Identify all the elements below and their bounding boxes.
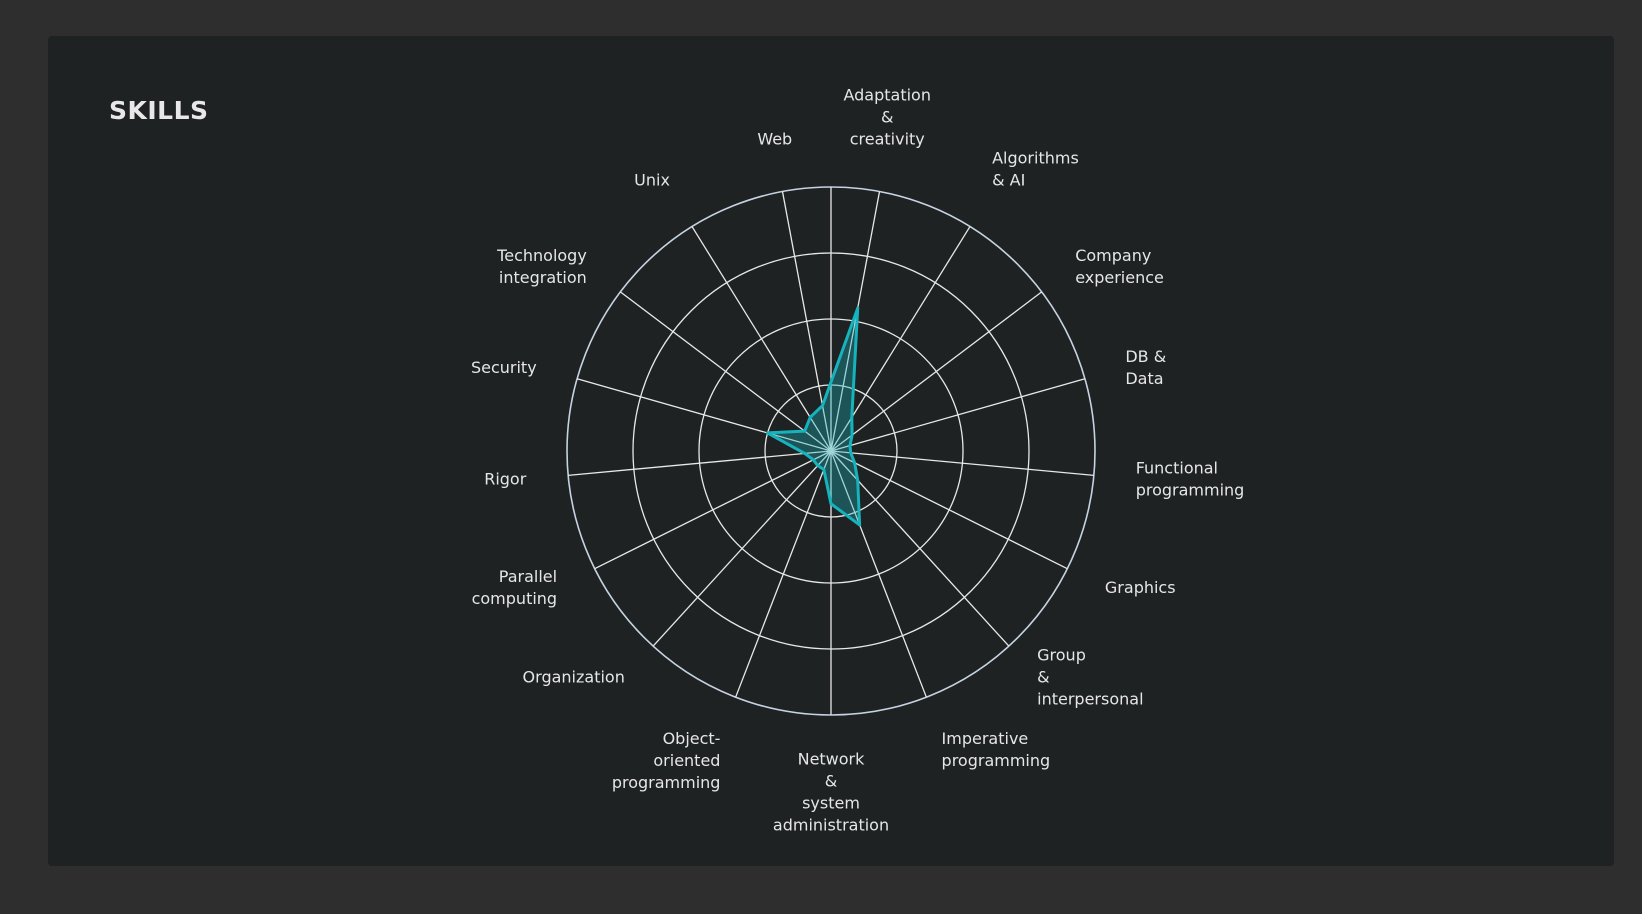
radar-axis-label-line: Network bbox=[798, 750, 866, 769]
radar-axis-label-line: experience bbox=[1075, 268, 1164, 287]
radar-series-layer bbox=[766, 306, 862, 527]
radar-axis-label: Web bbox=[757, 130, 792, 149]
radar-point bbox=[848, 444, 852, 448]
radar-point bbox=[858, 523, 862, 527]
radar-spoke bbox=[619, 291, 832, 452]
radar-axis-label-line: DB & bbox=[1125, 347, 1166, 366]
radar-spoke bbox=[830, 291, 1043, 452]
radar-axis-label-line: administration bbox=[773, 816, 889, 835]
radar-axis-label: Rigor bbox=[484, 470, 527, 489]
radar-axis-label-line: oriented bbox=[653, 751, 720, 770]
radar-axis-label-line: Technology bbox=[496, 246, 587, 265]
radar-spoke bbox=[830, 450, 1010, 647]
radar-series-0 bbox=[766, 306, 862, 527]
radar-point bbox=[829, 502, 833, 506]
radar-spoke bbox=[781, 191, 832, 452]
radar-point bbox=[849, 451, 853, 455]
radar-axis-label-line: interpersonal bbox=[1037, 690, 1143, 709]
radar-point bbox=[803, 451, 807, 455]
radar-axis-label: DB & Data bbox=[1125, 347, 1166, 388]
radar-spoke bbox=[830, 450, 927, 698]
radar-axis-label-line: Company bbox=[1075, 246, 1151, 265]
radar-axis-label: Network & system administration bbox=[773, 750, 889, 835]
radar-point bbox=[821, 404, 825, 408]
radar-point bbox=[803, 429, 807, 433]
radar-axis-label-line: Algorithms bbox=[992, 148, 1079, 167]
radar-axis-label: Parallel computing bbox=[472, 567, 557, 608]
radar-axis-label-line: Graphics bbox=[1105, 578, 1176, 597]
radar-grid bbox=[566, 186, 1096, 716]
radar-axis-label-line: Data bbox=[1125, 369, 1163, 388]
radar-axis-label-line: Adaptation bbox=[843, 86, 931, 105]
radar-axis-label-line: system bbox=[802, 794, 860, 813]
radar-axis-label: Security bbox=[471, 358, 537, 377]
radar-spoke bbox=[830, 226, 971, 452]
radar-axis-label: Group & interpersonal bbox=[1037, 646, 1143, 709]
radar-axis-label-line: Group bbox=[1037, 646, 1086, 665]
radar-axis-label-line: Object- bbox=[663, 729, 721, 748]
radar-point bbox=[853, 461, 857, 465]
radar-axis-label: Imperative programming bbox=[942, 729, 1051, 770]
radar-axis-label: Algorithms & AI bbox=[992, 148, 1079, 189]
radar-axis-label: Graphics bbox=[1105, 578, 1176, 597]
radar-point bbox=[856, 306, 860, 310]
radar-axis-label: Technology integration bbox=[496, 246, 587, 287]
radar-point bbox=[766, 431, 770, 435]
radar-spoke bbox=[830, 378, 1086, 452]
radar-spoke bbox=[594, 450, 832, 570]
radar-spoke bbox=[735, 450, 832, 698]
radar-axis-label-line: programming bbox=[942, 751, 1051, 770]
radar-spoke bbox=[568, 450, 832, 477]
radar-spoke bbox=[830, 191, 881, 452]
radar-axis-label-line: programming bbox=[1136, 481, 1245, 500]
radar-spoke bbox=[652, 450, 832, 647]
radar-axis-label-line: Imperative bbox=[942, 729, 1029, 748]
radar-axis-labels: Adaptation & creativity Algorithms & AI Compa… bbox=[471, 86, 1244, 835]
radar-point bbox=[816, 464, 820, 468]
radar-axis-label-line: integration bbox=[499, 268, 587, 287]
radar-spoke bbox=[830, 450, 1094, 477]
radar-axis-label: Adaptation & creativity bbox=[843, 86, 931, 149]
radar-axis-label-line: & bbox=[881, 108, 893, 127]
radar-point bbox=[811, 458, 815, 462]
radar-axis-label-line: Parallel bbox=[499, 567, 557, 586]
radar-axis-label-line: & bbox=[825, 772, 837, 791]
chart-title: SKILLS bbox=[109, 96, 209, 125]
radar-axis-label-line: Web bbox=[757, 130, 792, 149]
radar-axis-label-line: & AI bbox=[992, 170, 1025, 189]
radar-axis-label: Unix bbox=[634, 170, 670, 189]
radar-point bbox=[850, 433, 854, 437]
radar-point bbox=[850, 415, 854, 419]
radar-point bbox=[822, 467, 826, 471]
radar-axis-label: Organization bbox=[523, 668, 625, 687]
radar-axis-label-line: Organization bbox=[523, 668, 625, 687]
radar-point bbox=[856, 478, 860, 482]
radar-spoke bbox=[576, 378, 832, 452]
radar-axis-label-line: & bbox=[1037, 668, 1049, 687]
radar-axis-label-line: Functional bbox=[1136, 459, 1218, 478]
radar-axis-label: Functional programming bbox=[1136, 459, 1245, 500]
radar-axis-label-line: Security bbox=[471, 358, 537, 377]
radar-axis-label-line: programming bbox=[612, 773, 721, 792]
radar-axis-label: Object-oriented programming bbox=[612, 729, 721, 792]
radar-point bbox=[808, 415, 812, 419]
radar-axis-label: Company experience bbox=[1075, 246, 1164, 287]
radar-axis-label-line: computing bbox=[472, 589, 557, 608]
radar-axis-label-line: Unix bbox=[634, 170, 670, 189]
radar-spoke bbox=[830, 450, 1068, 570]
radar-spoke bbox=[691, 226, 832, 452]
radar-axis-label-line: creativity bbox=[850, 130, 925, 149]
radar-axis-label-line: Rigor bbox=[484, 470, 527, 489]
